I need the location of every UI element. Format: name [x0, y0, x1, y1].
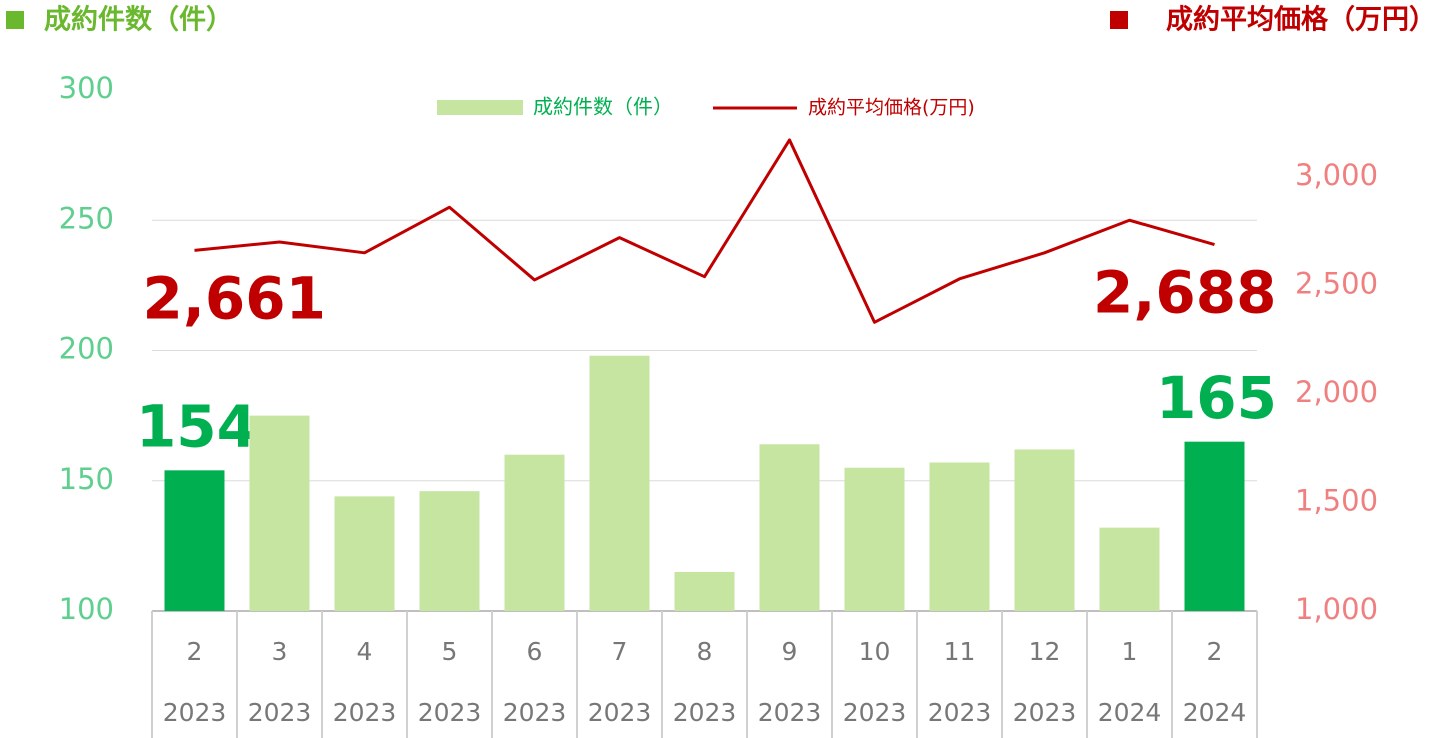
- y-tick-label: 250: [59, 201, 114, 235]
- y2-tick-label: 2,500: [1295, 266, 1378, 300]
- x-tick-label: 2: [1207, 637, 1223, 666]
- x-tick-label: 2: [187, 637, 203, 666]
- bar: [164, 470, 225, 611]
- data-label: 165: [1156, 364, 1277, 432]
- bar: [504, 454, 565, 611]
- x-tick-label: 5: [442, 637, 458, 666]
- x-year-label: 2023: [163, 698, 227, 727]
- bar: [674, 571, 735, 611]
- legend-label: 成約平均価格(万円): [808, 97, 975, 119]
- y-tick-label: 200: [59, 332, 114, 366]
- x-tick-label: 12: [1029, 637, 1061, 666]
- x-year-label: 2023: [1013, 698, 1077, 727]
- x-tick-label: 7: [612, 637, 628, 666]
- y-tick-label: 150: [59, 462, 114, 496]
- y2-tick-label: 3,000: [1295, 158, 1378, 192]
- legend-swatch: [437, 100, 523, 115]
- x-tick-label: 6: [527, 637, 543, 666]
- x-year-label: 2023: [418, 698, 482, 727]
- x-year-label: 2023: [333, 698, 397, 727]
- bar: [844, 467, 905, 611]
- y-label-marker: [6, 11, 24, 29]
- y-tick-label: 300: [59, 71, 114, 105]
- x-year-label: 2024: [1183, 698, 1247, 727]
- y-tick-label: 100: [59, 592, 114, 626]
- data-label: 2,688: [1093, 259, 1276, 327]
- data-label: 2,661: [143, 265, 326, 333]
- x-year-label: 2023: [588, 698, 652, 727]
- bar: [759, 444, 820, 611]
- bar: [1014, 449, 1075, 611]
- bar: [249, 415, 310, 611]
- bar: [1184, 441, 1245, 611]
- x-year-label: 2023: [503, 698, 567, 727]
- y2-tick-label: 2,000: [1295, 375, 1378, 409]
- y2-tick-label: 1,500: [1295, 483, 1378, 517]
- y2-tick-label: 1,000: [1295, 592, 1378, 626]
- x-tick-label: 10: [859, 637, 891, 666]
- legend-label: 成約件数（件）: [533, 95, 673, 119]
- x-year-label: 2023: [673, 698, 737, 727]
- data-label: 154: [136, 392, 257, 460]
- bar: [929, 462, 990, 611]
- bar: [589, 355, 650, 611]
- x-tick-label: 1: [1122, 637, 1138, 666]
- bar: [334, 496, 395, 611]
- x-year-label: 2023: [843, 698, 907, 727]
- bar: [419, 491, 480, 611]
- x-tick-label: 11: [944, 637, 976, 666]
- x-year-label: 2023: [928, 698, 992, 727]
- x-tick-label: 9: [782, 637, 798, 666]
- x-year-label: 2023: [248, 698, 312, 727]
- x-year-label: 2023: [758, 698, 822, 727]
- y-axis-title: 成約件数（件）: [44, 4, 233, 36]
- x-tick-label: 4: [357, 637, 373, 666]
- x-year-label: 2024: [1098, 698, 1162, 727]
- y2-label-marker: [1110, 11, 1128, 29]
- y2-axis-title: 成約平均価格（万円）: [1166, 4, 1436, 36]
- x-tick-label: 8: [697, 637, 713, 666]
- bar: [1099, 527, 1160, 611]
- line: [194, 138, 1215, 324]
- x-tick-label: 3: [272, 637, 288, 666]
